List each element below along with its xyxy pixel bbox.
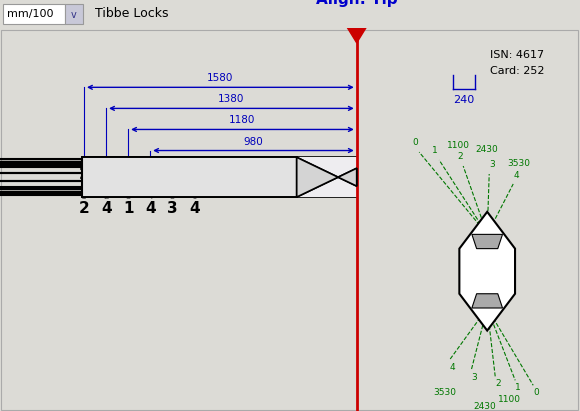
Text: 4: 4 bbox=[513, 171, 519, 180]
Text: mm/100: mm/100 bbox=[7, 9, 53, 19]
Text: 2430: 2430 bbox=[474, 402, 496, 411]
Text: 1: 1 bbox=[81, 192, 87, 201]
Text: 1180: 1180 bbox=[229, 115, 256, 125]
Text: 3: 3 bbox=[167, 201, 177, 216]
Text: 1100: 1100 bbox=[447, 141, 470, 150]
Text: 1: 1 bbox=[123, 201, 133, 216]
FancyBboxPatch shape bbox=[3, 4, 65, 24]
Polygon shape bbox=[297, 157, 357, 197]
Text: v: v bbox=[71, 10, 77, 20]
Polygon shape bbox=[472, 294, 502, 308]
Text: 4: 4 bbox=[145, 201, 155, 216]
Polygon shape bbox=[459, 212, 515, 330]
Text: 980: 980 bbox=[244, 136, 263, 147]
Text: 2: 2 bbox=[79, 167, 89, 182]
Text: 0: 0 bbox=[412, 138, 418, 147]
Text: Tibbe Locks: Tibbe Locks bbox=[95, 7, 169, 21]
Text: 580: 580 bbox=[266, 179, 285, 189]
Text: 2: 2 bbox=[103, 192, 109, 201]
FancyBboxPatch shape bbox=[297, 157, 358, 197]
FancyBboxPatch shape bbox=[82, 157, 297, 197]
Text: 1100: 1100 bbox=[498, 395, 521, 404]
Text: 4: 4 bbox=[101, 201, 111, 216]
Polygon shape bbox=[472, 234, 502, 249]
Text: 2430: 2430 bbox=[475, 145, 498, 154]
Text: 4: 4 bbox=[145, 167, 155, 182]
Text: 3530: 3530 bbox=[507, 159, 530, 168]
Text: 2: 2 bbox=[79, 201, 89, 216]
FancyBboxPatch shape bbox=[65, 4, 83, 24]
Text: 2: 2 bbox=[458, 152, 463, 161]
Text: 3530: 3530 bbox=[434, 388, 456, 397]
Text: 3: 3 bbox=[167, 167, 177, 182]
Polygon shape bbox=[346, 25, 368, 43]
Text: 4: 4 bbox=[101, 167, 111, 182]
Text: 1: 1 bbox=[515, 383, 521, 392]
Text: 1580: 1580 bbox=[207, 73, 234, 83]
Text: ISN: 4617: ISN: 4617 bbox=[490, 50, 544, 60]
Text: 780: 780 bbox=[255, 157, 274, 168]
Text: Card: 252: Card: 252 bbox=[490, 66, 545, 76]
Text: 3: 3 bbox=[125, 192, 131, 201]
Text: 6: 6 bbox=[191, 192, 197, 201]
Text: 4: 4 bbox=[189, 201, 200, 216]
Text: Align: Tip: Align: Tip bbox=[316, 0, 397, 7]
Text: 3: 3 bbox=[490, 160, 495, 169]
Text: 4: 4 bbox=[450, 363, 455, 372]
Text: 0: 0 bbox=[534, 388, 539, 397]
Text: 2: 2 bbox=[495, 379, 501, 388]
Text: 240: 240 bbox=[454, 95, 474, 105]
Polygon shape bbox=[297, 157, 357, 197]
FancyBboxPatch shape bbox=[82, 157, 357, 197]
Text: 1380: 1380 bbox=[218, 95, 245, 104]
Text: 5: 5 bbox=[169, 192, 175, 201]
Text: 4: 4 bbox=[189, 167, 200, 182]
Text: 3: 3 bbox=[472, 373, 477, 382]
Text: 1: 1 bbox=[432, 146, 438, 155]
Text: 4: 4 bbox=[147, 192, 153, 201]
Text: 1: 1 bbox=[123, 167, 133, 182]
